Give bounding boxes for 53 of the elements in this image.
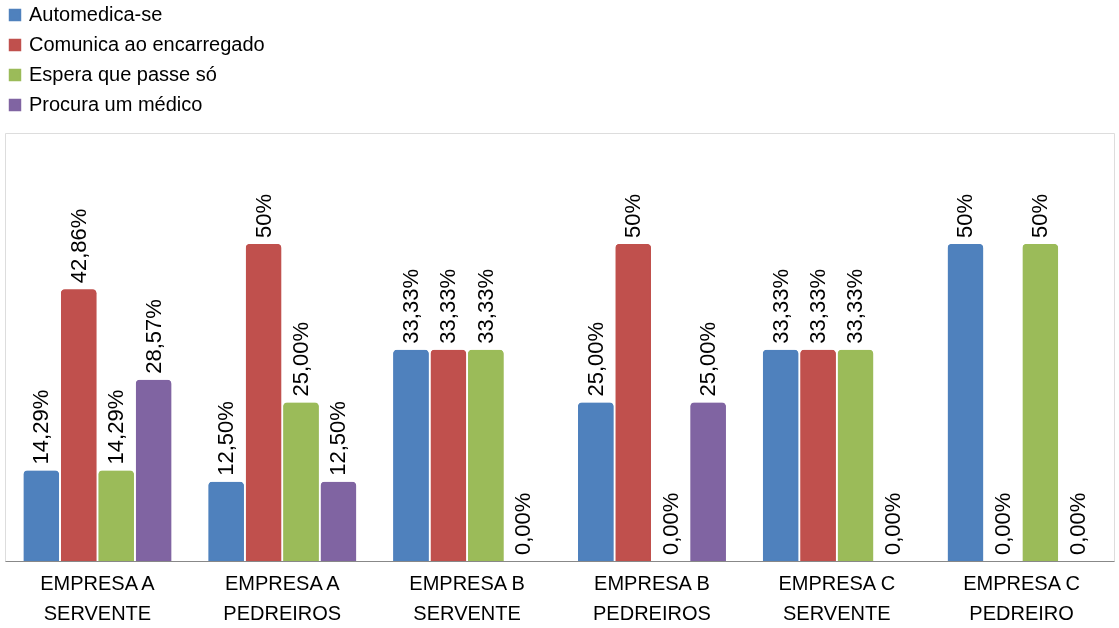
legend-label: Comunica ao encarregado — [29, 33, 265, 55]
bar — [320, 481, 357, 561]
bar — [135, 379, 172, 561]
legend-label: Automedica-se — [29, 3, 163, 25]
data-label: 50% — [1027, 193, 1053, 238]
bar — [615, 243, 651, 561]
bar — [393, 349, 429, 561]
x-tick-label: EMPRESA C SERVENTE — [778, 571, 896, 624]
data-label: 28,57% — [140, 299, 166, 374]
bar — [468, 349, 504, 561]
data-label: 42,86% — [65, 208, 91, 284]
data-label: 14,29% — [28, 389, 54, 465]
data-label: 50% — [952, 193, 978, 238]
data-label: 50% — [250, 193, 276, 238]
data-label: 12,50% — [325, 401, 351, 476]
data-label: 25,00% — [287, 321, 313, 397]
legend-label: Procura um médico — [29, 93, 203, 115]
data-label: 0,00% — [1064, 492, 1090, 555]
x-tick-label: EMPRESA A SERVENTE — [40, 571, 156, 624]
bar — [60, 289, 97, 561]
data-label: 0,00% — [510, 492, 536, 555]
bar — [837, 349, 874, 561]
bar — [762, 349, 799, 561]
bar — [947, 243, 984, 561]
data-label: 33,33% — [767, 269, 793, 344]
data-label: 33,33% — [805, 269, 831, 344]
bar — [1022, 243, 1059, 561]
x-tick-label: EMPRESA C PEDREIRO — [963, 571, 1080, 624]
x-tick-label: EMPRESA B SERVENTE — [409, 571, 525, 624]
data-label: 12,50% — [213, 401, 239, 476]
bar — [208, 481, 244, 561]
x-tick-label: EMPRESA B PEDREIROS — [593, 571, 711, 624]
bar — [283, 402, 319, 561]
data-label: 33,33% — [397, 269, 423, 344]
bar — [430, 349, 467, 561]
data-label: 25,00% — [582, 321, 608, 397]
bar — [690, 402, 726, 561]
data-label: 0,00% — [657, 492, 683, 555]
data-label: 14,29% — [103, 389, 129, 465]
data-label: 0,00% — [989, 492, 1015, 555]
legend-label: Espera que passe só — [29, 63, 217, 85]
bar — [245, 243, 282, 561]
data-label: 33,33% — [435, 269, 461, 344]
data-label: 33,33% — [472, 269, 498, 344]
data-label: 33,33% — [842, 269, 868, 344]
data-label: 50% — [620, 193, 646, 238]
bar — [800, 349, 836, 561]
x-tick-label: EMPRESA A PEDREIROS — [223, 571, 342, 624]
bar — [23, 470, 60, 561]
data-label: 0,00% — [879, 492, 905, 555]
bar — [577, 402, 614, 561]
data-label: 25,00% — [695, 321, 721, 397]
bar — [98, 470, 134, 561]
